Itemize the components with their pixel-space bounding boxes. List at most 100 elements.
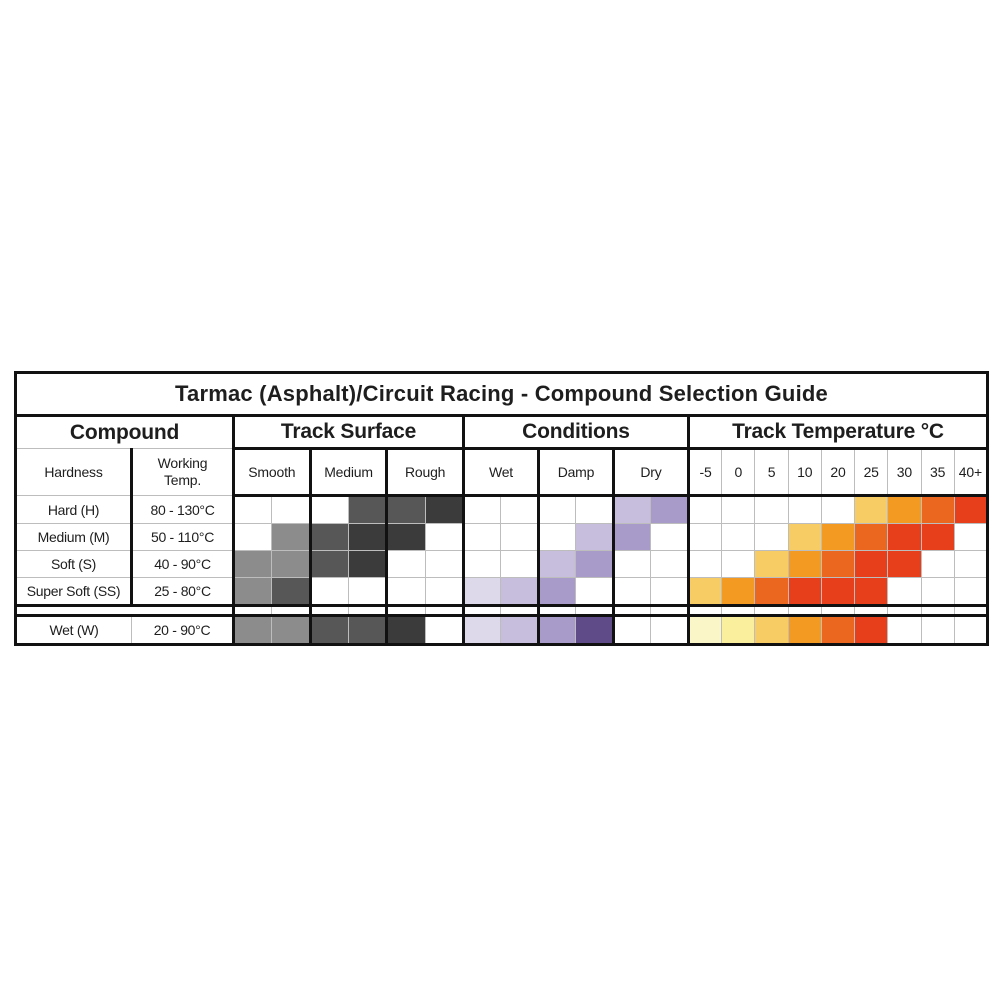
conditions-cell-hard-h-5: [650, 495, 689, 524]
temperature-cell-super-soft-ss-1: [721, 577, 755, 606]
separator-band-temperature-3: [787, 604, 822, 617]
temperature-cell-soft-s-6: [887, 550, 921, 578]
conditions-cell-medium-m-5: [650, 523, 689, 551]
conditions-cell-soft-s-5: [650, 550, 689, 578]
temperature-cell-soft-s-7: [920, 550, 955, 578]
conditions-cell-soft-s-0: [461, 550, 501, 578]
conditions-cell-hard-h-3: [575, 495, 614, 524]
separator-band-conditions-3: [575, 604, 614, 617]
temp-header-0: 0: [721, 448, 755, 497]
separator-band-compound: [15, 604, 234, 617]
separator-band-conditions-5: [650, 604, 689, 617]
conditions-cell-medium-m-3: [575, 523, 614, 551]
section-header-track-surface: Track Surface: [232, 415, 464, 450]
temperature-cell-soft-s-3: [787, 550, 822, 578]
conditions-cell-soft-s-1: [500, 550, 539, 578]
separator-band-temperature-4: [820, 604, 855, 617]
temperature-cell-soft-s-2: [754, 550, 789, 578]
surface-cell-hard-h-3: [347, 495, 387, 524]
row-label-super-soft-ss: Super Soft (SS): [15, 577, 132, 606]
temperature-cell-soft-s-5: [854, 550, 888, 578]
temperature-cell-hard-h-2: [754, 495, 789, 524]
conditions-cell-wet-w-5: [650, 615, 689, 645]
column-header-dry: Dry: [611, 448, 689, 497]
separator-band-temperature-0: [686, 604, 722, 617]
separator-band-temperature-7: [920, 604, 955, 617]
temperature-cell-soft-s-8: [953, 550, 988, 578]
working-temp-wet-w: 20 - 90°C: [131, 615, 234, 645]
conditions-cell-medium-m-1: [500, 523, 539, 551]
separator-band-temperature-2: [754, 604, 789, 617]
temperature-cell-super-soft-ss-0: [686, 577, 722, 606]
surface-cell-soft-s-3: [347, 550, 387, 578]
surface-cell-super-soft-ss-2: [308, 577, 349, 606]
surface-cell-wet-w-5: [424, 615, 464, 645]
temperature-cell-hard-h-7: [920, 495, 955, 524]
temperature-cell-wet-w-7: [920, 615, 955, 645]
row-label-wet-w: Wet (W): [49, 622, 99, 638]
conditions-cell-soft-s-4: [611, 550, 651, 578]
conditions-cell-wet-w-3: [575, 615, 614, 645]
conditions-cell-super-soft-ss-0: [461, 577, 501, 606]
conditions-cell-medium-m-4: [611, 523, 651, 551]
working-temp-hard-h: 80 - 130°C: [130, 495, 234, 524]
temperature-cell-medium-m-7: [920, 523, 955, 551]
temperature-cell-super-soft-ss-2: [754, 577, 789, 606]
conditions-cell-super-soft-ss-5: [650, 577, 689, 606]
separator-band-surface-5: [424, 604, 464, 617]
conditions-cell-medium-m-2: [536, 523, 576, 551]
conditions-cell-hard-h-4: [611, 495, 651, 524]
temperature-cell-hard-h-0: [686, 495, 722, 524]
temperature-cell-medium-m-6: [887, 523, 921, 551]
separator-band-surface-1: [271, 604, 311, 617]
surface-cell-soft-s-4: [385, 550, 426, 578]
temperature-cell-soft-s-0: [686, 550, 722, 578]
separator-band-surface-4: [385, 604, 426, 617]
surface-cell-super-soft-ss-4: [385, 577, 426, 606]
temp-header-5: 5: [754, 448, 789, 497]
conditions-cell-soft-s-3: [575, 550, 614, 578]
surface-cell-wet-w-3: [347, 615, 387, 645]
surface-cell-hard-h-4: [385, 495, 426, 524]
temperature-cell-hard-h-5: [854, 495, 888, 524]
separator-band-conditions-4: [611, 604, 651, 617]
separator-band-conditions-0: [461, 604, 501, 617]
surface-cell-super-soft-ss-1: [271, 577, 311, 606]
temperature-cell-wet-w-5: [854, 615, 888, 645]
temperature-cell-wet-w-1: [721, 615, 755, 645]
section-header-track-temperature: Track Temperature °C: [686, 415, 988, 450]
column-header-smooth: Smooth: [232, 448, 311, 497]
temperature-cell-medium-m-1: [721, 523, 755, 551]
temperature-cell-hard-h-8: [953, 495, 988, 524]
working-temp-soft-s: 40 - 90°C: [130, 550, 234, 578]
section-header-conditions: Conditions: [461, 415, 689, 450]
column-header-rough: Rough: [385, 448, 464, 497]
row-label-medium-m: Medium (M): [15, 523, 132, 551]
separator-band-surface-0: [231, 604, 272, 617]
surface-cell-hard-h-0: [231, 495, 272, 524]
temp-header-25: 25: [854, 448, 888, 497]
separator-band-temperature-5: [854, 604, 888, 617]
temp-header-35: 35: [920, 448, 955, 497]
surface-cell-medium-m-2: [308, 523, 349, 551]
separator-band-surface-2: [308, 604, 349, 617]
surface-cell-hard-h-5: [424, 495, 464, 524]
conditions-cell-wet-w-2: [536, 615, 576, 645]
row-label-soft-s: Soft (S): [15, 550, 132, 578]
temperature-cell-super-soft-ss-8: [953, 577, 988, 606]
working-temp-medium-m: 50 - 110°C: [130, 523, 234, 551]
temperature-cell-wet-w-3: [787, 615, 822, 645]
column-header-hardness: Hardness: [15, 448, 132, 496]
surface-cell-soft-s-5: [424, 550, 464, 578]
surface-cell-soft-s-2: [308, 550, 349, 578]
temp-header-10: 10: [787, 448, 822, 497]
surface-cell-wet-w-0: [231, 615, 272, 645]
conditions-cell-hard-h-1: [500, 495, 539, 524]
surface-cell-medium-m-3: [347, 523, 387, 551]
separator-band-temperature-1: [721, 604, 755, 617]
surface-cell-wet-w-2: [308, 615, 349, 645]
column-header-wet: Wet: [461, 448, 539, 497]
temperature-cell-medium-m-4: [820, 523, 855, 551]
temperature-cell-hard-h-3: [787, 495, 822, 524]
surface-cell-medium-m-1: [271, 523, 311, 551]
